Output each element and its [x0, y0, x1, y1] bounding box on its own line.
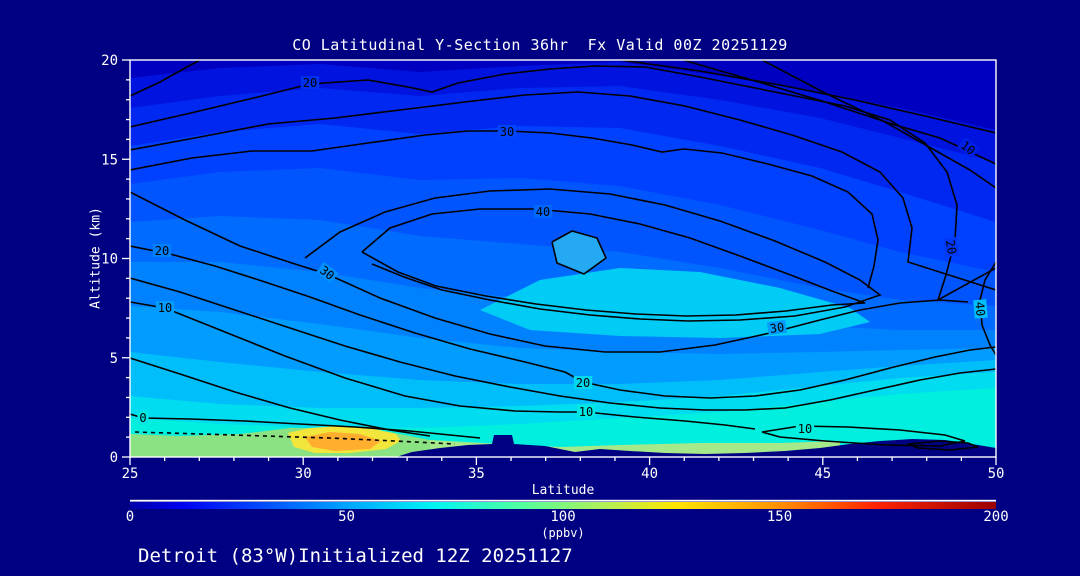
x-tick-label: 50 — [988, 466, 1005, 482]
contour-label: 10 — [798, 422, 812, 436]
contour-line — [761, 425, 966, 447]
contour-label: 0 — [139, 411, 146, 425]
contour-label-bg — [573, 376, 593, 389]
contour-line — [761, 60, 996, 189]
terrain-silhouette — [396, 435, 996, 457]
contour-label-bg — [533, 205, 553, 218]
contour-line — [130, 277, 996, 411]
colorbar-units-label: (ppbv) — [541, 526, 584, 540]
colorbar-tick-label: 100 — [550, 509, 575, 525]
contour-label-bg — [155, 301, 175, 314]
contour-label-bg — [973, 299, 988, 319]
colorbar-tick-label: 150 — [767, 509, 792, 525]
contour-line — [134, 431, 456, 445]
contour-label-bg — [576, 405, 596, 418]
colorbar — [130, 502, 996, 509]
colorbar-tick-label: 0 — [126, 509, 134, 525]
x-tick-label: 35 — [468, 466, 485, 482]
contour-line — [619, 60, 996, 134]
fill-patch — [480, 268, 870, 338]
colorbar-top-line — [130, 499, 996, 502]
x-tick-label: 30 — [295, 466, 312, 482]
x-tick-label: 40 — [641, 466, 658, 482]
contour-line — [130, 65, 996, 302]
contour-label-bg — [957, 136, 980, 159]
contour-line — [130, 413, 481, 439]
contour-line — [130, 301, 756, 430]
contour-label: 20 — [155, 244, 169, 258]
chart-title: CO Latitudinal Y-Section 36hr Fx Valid 0… — [292, 36, 788, 54]
contour-label-bg — [137, 411, 149, 424]
contour-line — [907, 440, 979, 451]
contour-label: 40 — [536, 205, 550, 219]
x-tick-label: 25 — [122, 466, 139, 482]
y-tick-label: 20 — [101, 53, 118, 69]
contour-label-bg — [766, 319, 787, 336]
y-tick-label: 5 — [110, 351, 118, 367]
station-init-label: Detroit (83°W)Initialized 12Z 20251127 — [138, 545, 573, 567]
y-tick-label: 0 — [110, 450, 118, 466]
colorbar-tick-label: 50 — [338, 509, 355, 525]
fill-patch — [552, 231, 606, 274]
colorbar-tick-label: 200 — [983, 509, 1008, 525]
contour-line — [130, 130, 879, 289]
x-tick-label: 45 — [814, 466, 831, 482]
contour-label: 30 — [769, 320, 785, 336]
contour-label-bg — [795, 422, 815, 435]
y-tick-label: 10 — [101, 252, 118, 268]
contour-label: 40 — [972, 301, 987, 317]
contour-line — [682, 60, 996, 165]
contour-line — [130, 60, 201, 97]
contour-label-bg — [316, 261, 339, 284]
contour-label-bg — [152, 244, 172, 257]
fill-patch — [305, 432, 381, 451]
contour-line — [304, 188, 882, 322]
y-axis-label: Altitude (km) — [88, 207, 104, 309]
contour-line — [130, 91, 996, 291]
contour-label: 10 — [158, 301, 172, 315]
y-tick-label: 15 — [101, 152, 118, 168]
contour-label: 20 — [303, 76, 317, 90]
contour-line — [551, 230, 607, 275]
contour-label: 10 — [579, 405, 593, 419]
contour-label-bg — [497, 125, 517, 138]
contour-line — [361, 208, 866, 317]
contour-label: 20 — [576, 376, 590, 390]
contour-line — [130, 191, 969, 353]
contour-label: 30 — [500, 125, 514, 139]
x-axis-label: Latitude — [531, 483, 595, 498]
contour-label: 20 — [943, 239, 959, 256]
contour-label-bg — [943, 236, 960, 258]
contour-label-bg — [300, 76, 320, 89]
